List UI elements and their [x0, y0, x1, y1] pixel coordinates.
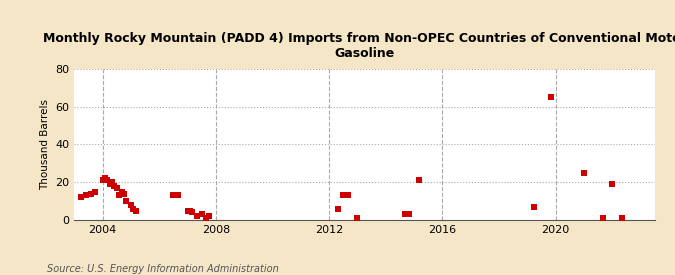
Point — [113, 193, 124, 198]
Point — [116, 189, 127, 194]
Point — [126, 203, 136, 207]
Point — [130, 208, 141, 213]
Point — [85, 191, 96, 196]
Point — [597, 216, 608, 220]
Point — [81, 193, 92, 198]
Point — [545, 95, 556, 99]
Point — [109, 184, 120, 188]
Point — [182, 208, 193, 213]
Point — [400, 212, 410, 216]
Point — [203, 214, 214, 218]
Point — [76, 195, 86, 200]
Point — [352, 216, 363, 220]
Point — [578, 170, 589, 175]
Point — [201, 216, 212, 220]
Point — [529, 205, 540, 209]
Point — [404, 212, 414, 216]
Point — [128, 207, 138, 211]
Point — [168, 193, 179, 198]
Point — [90, 189, 101, 194]
Point — [616, 216, 627, 220]
Point — [196, 212, 207, 216]
Point — [104, 182, 115, 186]
Point — [333, 207, 344, 211]
Point — [414, 178, 425, 183]
Title: Monthly Rocky Mountain (PADD 4) Imports from Non-OPEC Countries of Conventional : Monthly Rocky Mountain (PADD 4) Imports … — [43, 32, 675, 60]
Point — [184, 208, 195, 213]
Point — [192, 214, 202, 218]
Point — [97, 178, 108, 183]
Text: Source: U.S. Energy Information Administration: Source: U.S. Energy Information Administ… — [47, 264, 279, 274]
Point — [173, 193, 184, 198]
Point — [338, 193, 349, 198]
Point — [107, 180, 117, 185]
Y-axis label: Thousand Barrels: Thousand Barrels — [40, 99, 50, 190]
Point — [343, 193, 354, 198]
Point — [111, 186, 122, 190]
Point — [187, 210, 198, 215]
Point — [607, 182, 618, 186]
Point — [118, 191, 129, 196]
Point — [102, 178, 113, 183]
Point — [121, 199, 132, 203]
Point — [99, 176, 110, 181]
